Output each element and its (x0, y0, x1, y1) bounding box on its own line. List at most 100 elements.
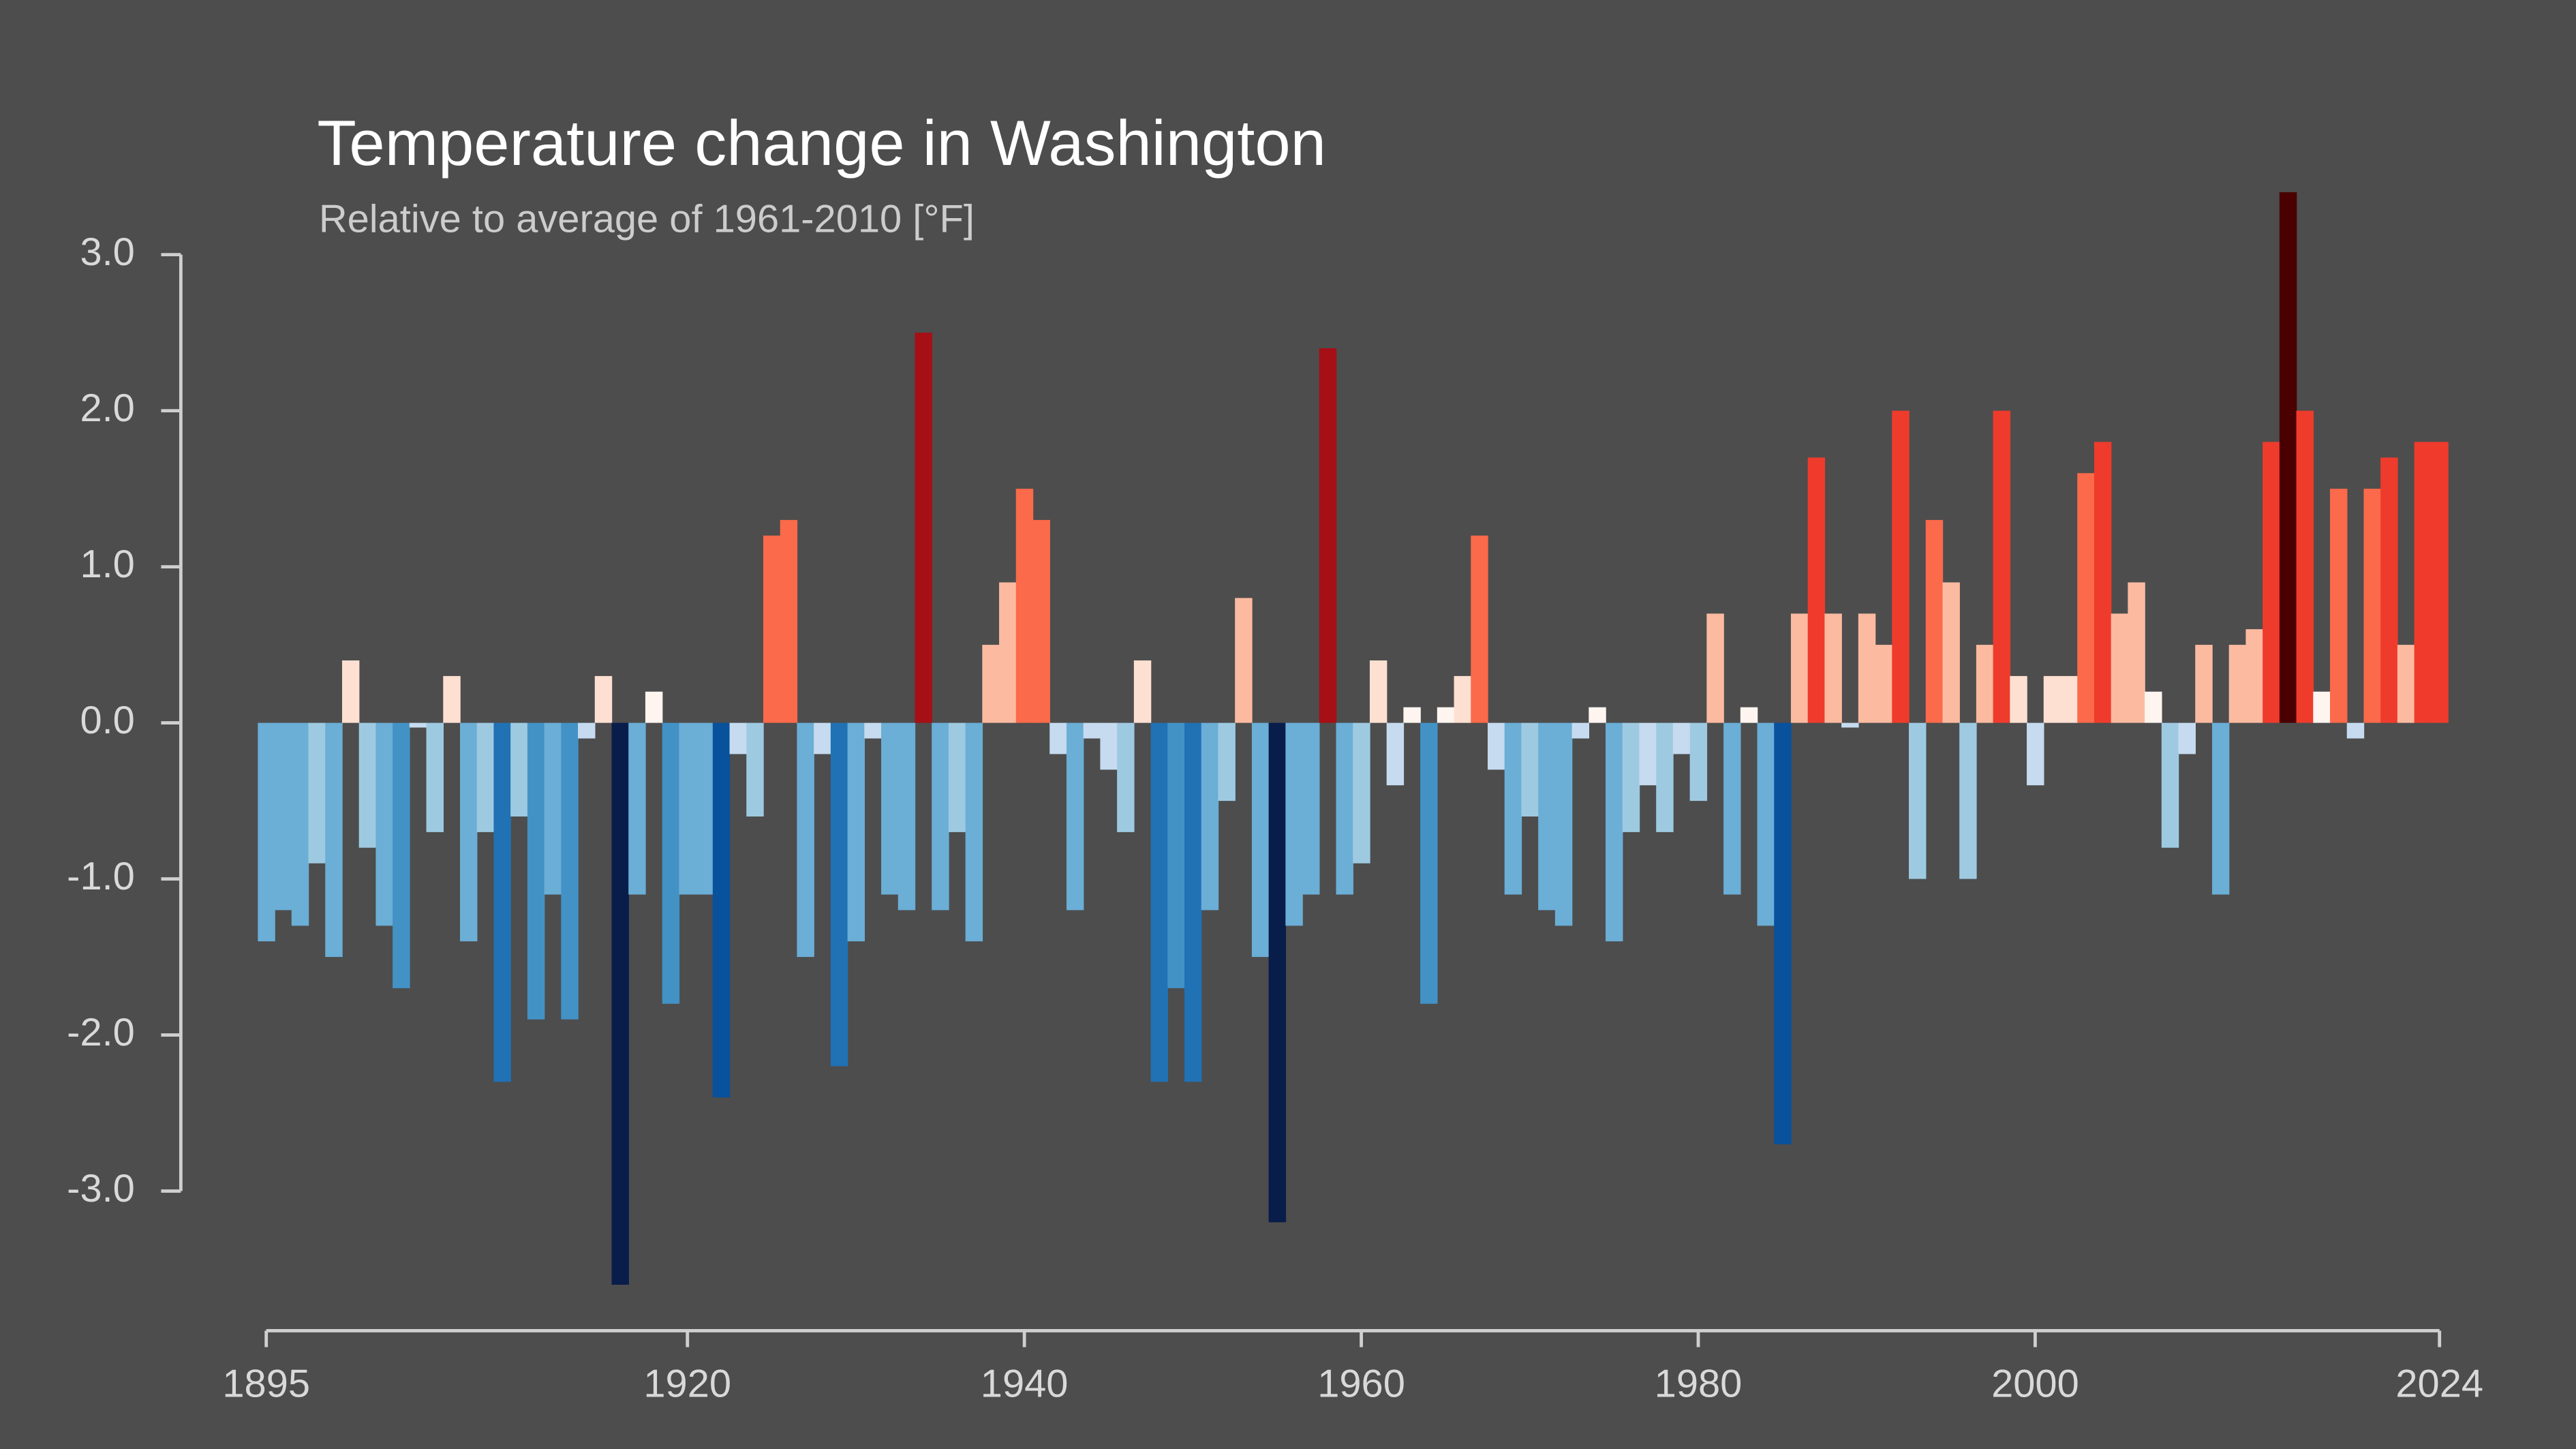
bar (258, 722, 275, 942)
bar (830, 722, 848, 1067)
y-tick-label: -1.0 (67, 855, 135, 898)
bar (2397, 645, 2415, 723)
bar (2330, 489, 2348, 723)
bar (1049, 722, 1067, 754)
bar (2346, 722, 2365, 739)
bar (864, 722, 882, 739)
bar (1892, 410, 1910, 723)
bar (375, 722, 393, 926)
bar (2228, 645, 2247, 723)
bar (1100, 722, 1118, 770)
bar (729, 722, 747, 754)
bar (2414, 442, 2432, 723)
bar (1639, 722, 1657, 786)
y-tick-label: 2.0 (80, 386, 134, 430)
bar (2195, 645, 2213, 723)
bar (1858, 613, 1876, 723)
bar (2060, 675, 2078, 723)
bar (1942, 582, 1960, 723)
y-tick-label: 3.0 (80, 230, 134, 274)
bar (1032, 519, 1050, 723)
bar (1454, 675, 1471, 723)
bar (881, 722, 899, 895)
x-tick-label: 2000 (1991, 1362, 2079, 1406)
bar (1875, 645, 1893, 723)
bar (1268, 722, 1287, 1223)
bar (2077, 473, 2095, 723)
bar (780, 519, 798, 723)
bar (628, 722, 646, 895)
bar (358, 722, 377, 848)
bar (2161, 722, 2179, 848)
bar (2145, 691, 2162, 723)
bar (1336, 722, 1353, 895)
x-tick-label: 1960 (1317, 1362, 1405, 1406)
bar (1790, 613, 1809, 723)
y-tick-label: 0.0 (80, 699, 134, 742)
bar (1689, 722, 1708, 802)
bar (1925, 519, 1944, 723)
bar (1487, 722, 1505, 770)
bar (1471, 535, 1488, 723)
bar (1606, 722, 1623, 942)
bar (1353, 722, 1370, 864)
bar (308, 722, 326, 864)
bar (2094, 442, 2112, 723)
y-tick-label: -3.0 (67, 1167, 135, 1210)
bar (1369, 660, 1387, 723)
bar (1015, 489, 1034, 723)
bar (1656, 722, 1674, 832)
x-tick-label: 1920 (643, 1362, 731, 1406)
x-tick-label: 1895 (222, 1362, 310, 1406)
bar (1167, 722, 1185, 988)
bar (662, 722, 680, 1004)
bar (460, 722, 478, 942)
bar (2263, 442, 2280, 723)
x-tick-label: 2024 (2395, 1362, 2483, 1406)
bar (2245, 629, 2263, 723)
bar (409, 722, 427, 728)
bar (1319, 348, 1337, 723)
bar (645, 691, 663, 723)
bar (915, 333, 932, 723)
bar (2313, 691, 2331, 723)
bar (1976, 645, 1994, 723)
bar (1117, 722, 1135, 832)
bar (1150, 722, 1169, 1082)
bar (1959, 722, 1977, 879)
bar (1218, 722, 1236, 802)
bar (393, 722, 410, 988)
bar (2043, 675, 2061, 723)
bar (1774, 722, 1792, 1144)
bar (1909, 722, 1927, 879)
bar (712, 722, 731, 1098)
bar (999, 582, 1017, 723)
bar (2279, 192, 2297, 723)
bar (696, 722, 714, 895)
bar (1302, 722, 1320, 895)
bar (426, 722, 444, 832)
bar (1235, 598, 1253, 723)
bar (1437, 707, 1455, 723)
bar (275, 722, 292, 911)
bar (965, 722, 983, 942)
bar (1184, 722, 1202, 1082)
bar (594, 675, 613, 723)
bar (493, 722, 511, 1082)
bar (1571, 722, 1590, 739)
bar (1251, 722, 1270, 958)
bar (578, 722, 596, 739)
bar (1993, 410, 2011, 723)
bar (2380, 457, 2398, 723)
bar (1824, 613, 1842, 723)
bar (982, 645, 1000, 723)
bar (510, 722, 528, 817)
bar (948, 722, 966, 832)
bar (898, 722, 916, 911)
bar (1083, 722, 1101, 739)
bar (1285, 722, 1303, 926)
bar (2111, 613, 2129, 723)
chart-subtitle: Relative to average of 1961-2010 [°F] (319, 198, 975, 241)
bar (797, 722, 814, 958)
